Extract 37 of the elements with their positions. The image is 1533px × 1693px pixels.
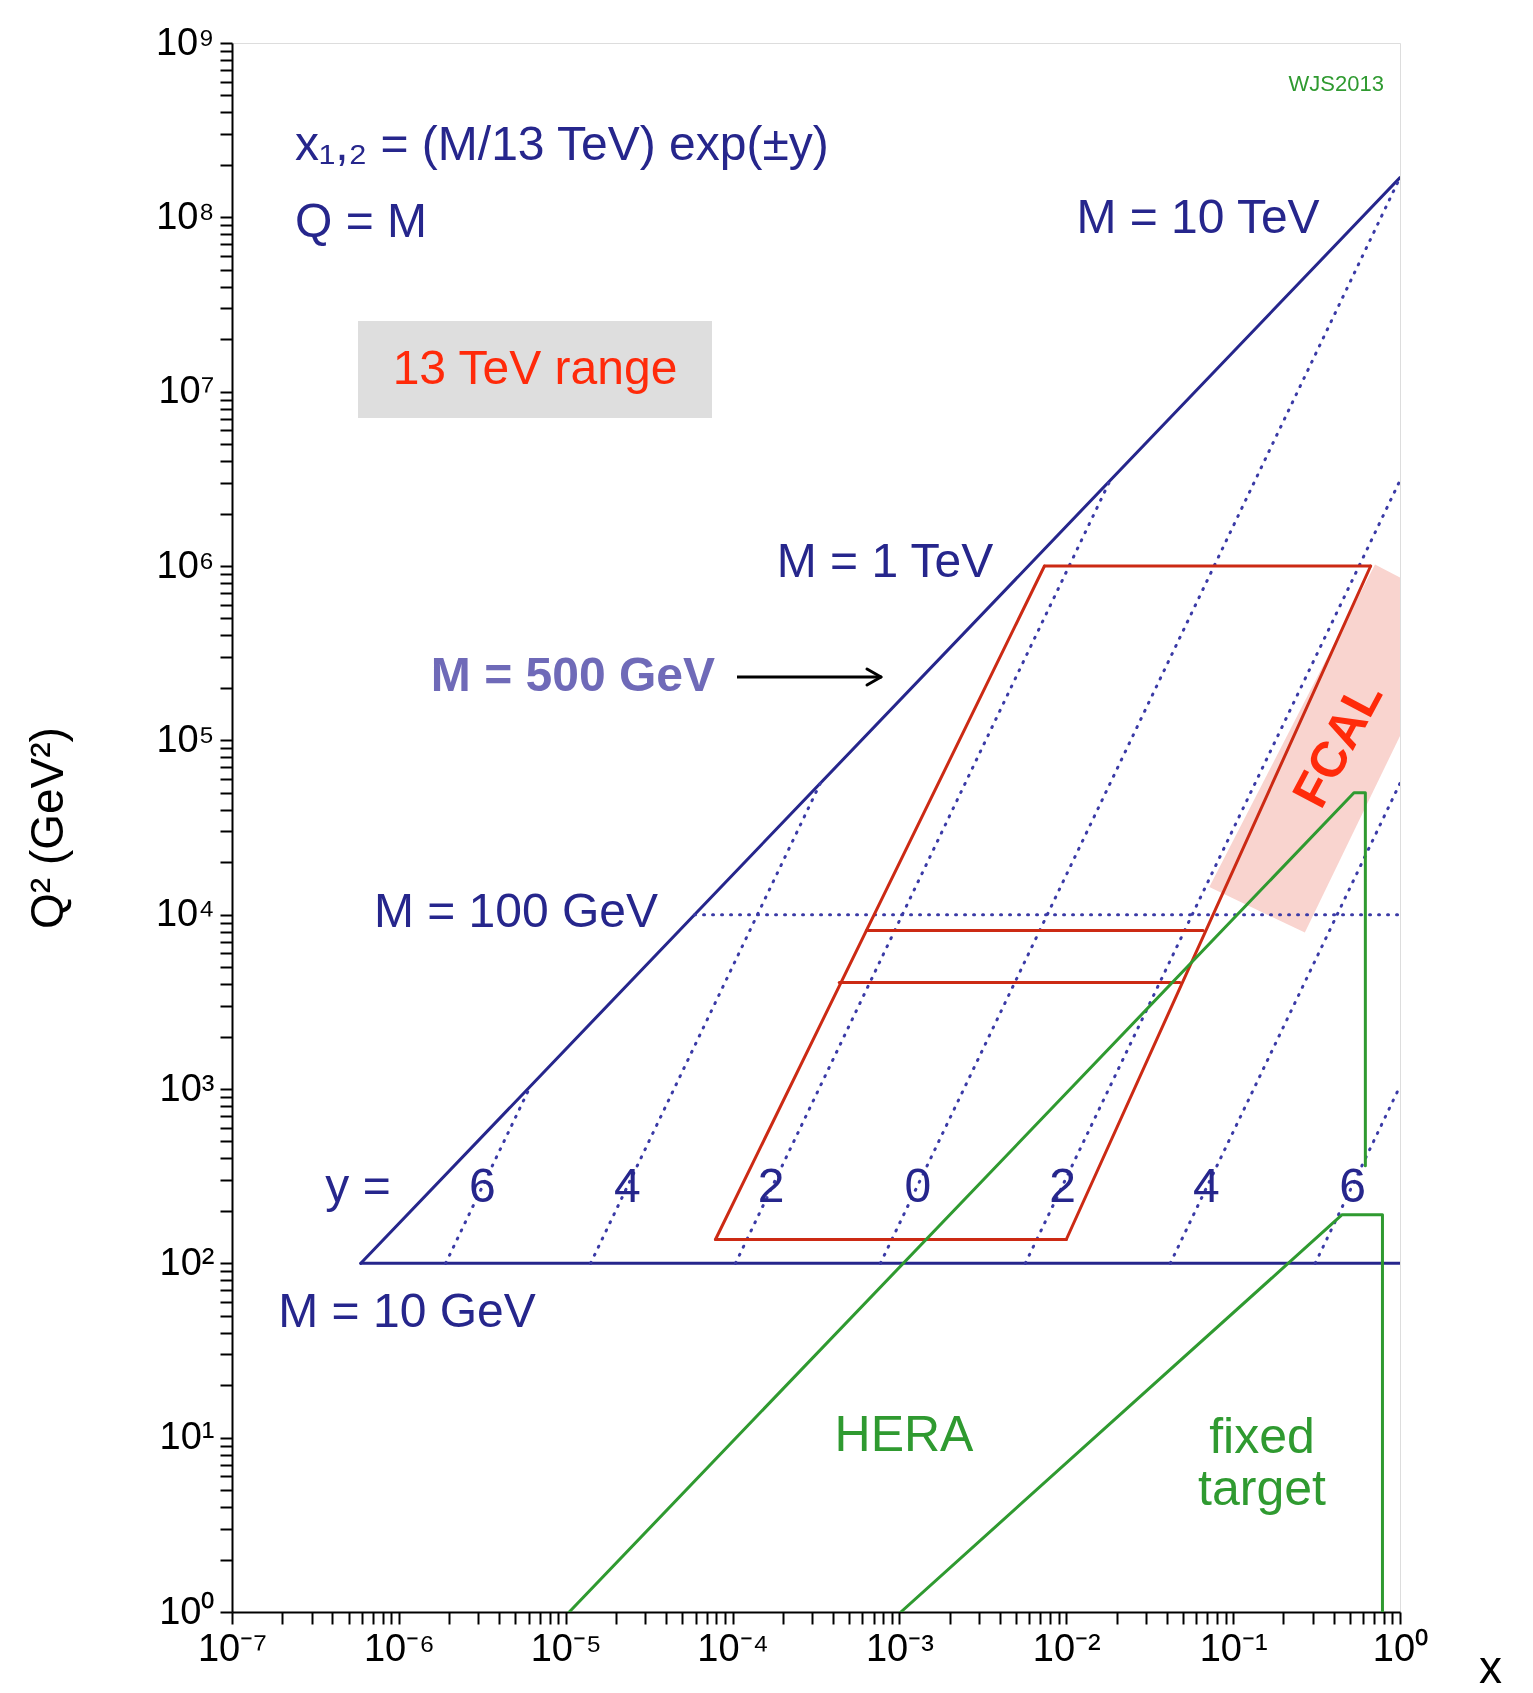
y-tick-label: 10³: [159, 1066, 215, 1109]
annotation: 4: [613, 1159, 641, 1213]
y-axis-title: Q² (GeV²): [20, 727, 73, 929]
annotation: 2: [757, 1159, 785, 1213]
x-tick-label: 10⁻²: [1032, 1626, 1101, 1669]
annotation: HERA: [834, 1406, 975, 1462]
annotation: 0: [904, 1159, 932, 1213]
y-tick-label: 10²: [159, 1240, 215, 1283]
y-tick-label: 10⁹: [155, 20, 215, 63]
x-tick-label: 10⁻⁴: [697, 1626, 769, 1669]
annotation: 6: [1339, 1159, 1366, 1213]
annotation: 4: [1192, 1159, 1220, 1213]
y-tick-label: 10¹: [159, 1415, 215, 1458]
annotation: Q = M: [295, 194, 428, 247]
y-tick-label: 10⁴: [155, 892, 215, 935]
y-tick-label: 10⁷: [158, 369, 215, 412]
x-axis-title: x: [1479, 1640, 1502, 1693]
annotation: fixed target: [1198, 1408, 1327, 1516]
x-tick-label: 10⁰: [1372, 1626, 1429, 1669]
x-tick-label: 10⁻³: [865, 1626, 934, 1669]
annotation: M = 500 GeV: [430, 648, 715, 701]
x-tick-label: 10⁻¹: [1199, 1626, 1268, 1669]
annotation: WJS2013: [1288, 71, 1384, 96]
x-tick-label: 10⁻⁶: [363, 1626, 435, 1669]
annotation: M = 10 GeV: [278, 1284, 536, 1337]
y-tick-label: 10⁸: [156, 194, 215, 237]
annotation: y =: [325, 1159, 391, 1212]
annotation: M = 10 TeV: [1076, 190, 1320, 243]
annotation: x₁,₂ = (M/13 TeV) exp(±y): [295, 117, 829, 170]
y-tick-label: 10⁶: [156, 543, 215, 586]
annotation: 6: [468, 1159, 496, 1213]
annotation: M = 1 TeV: [776, 534, 994, 587]
annotation: 2: [1049, 1159, 1076, 1213]
annotation: 13 TeV range: [392, 341, 678, 394]
y-tick-label: 10⁵: [156, 717, 215, 760]
annotation: M = 100 GeV: [373, 884, 659, 937]
x-tick-label: 10⁻⁵: [530, 1626, 602, 1669]
